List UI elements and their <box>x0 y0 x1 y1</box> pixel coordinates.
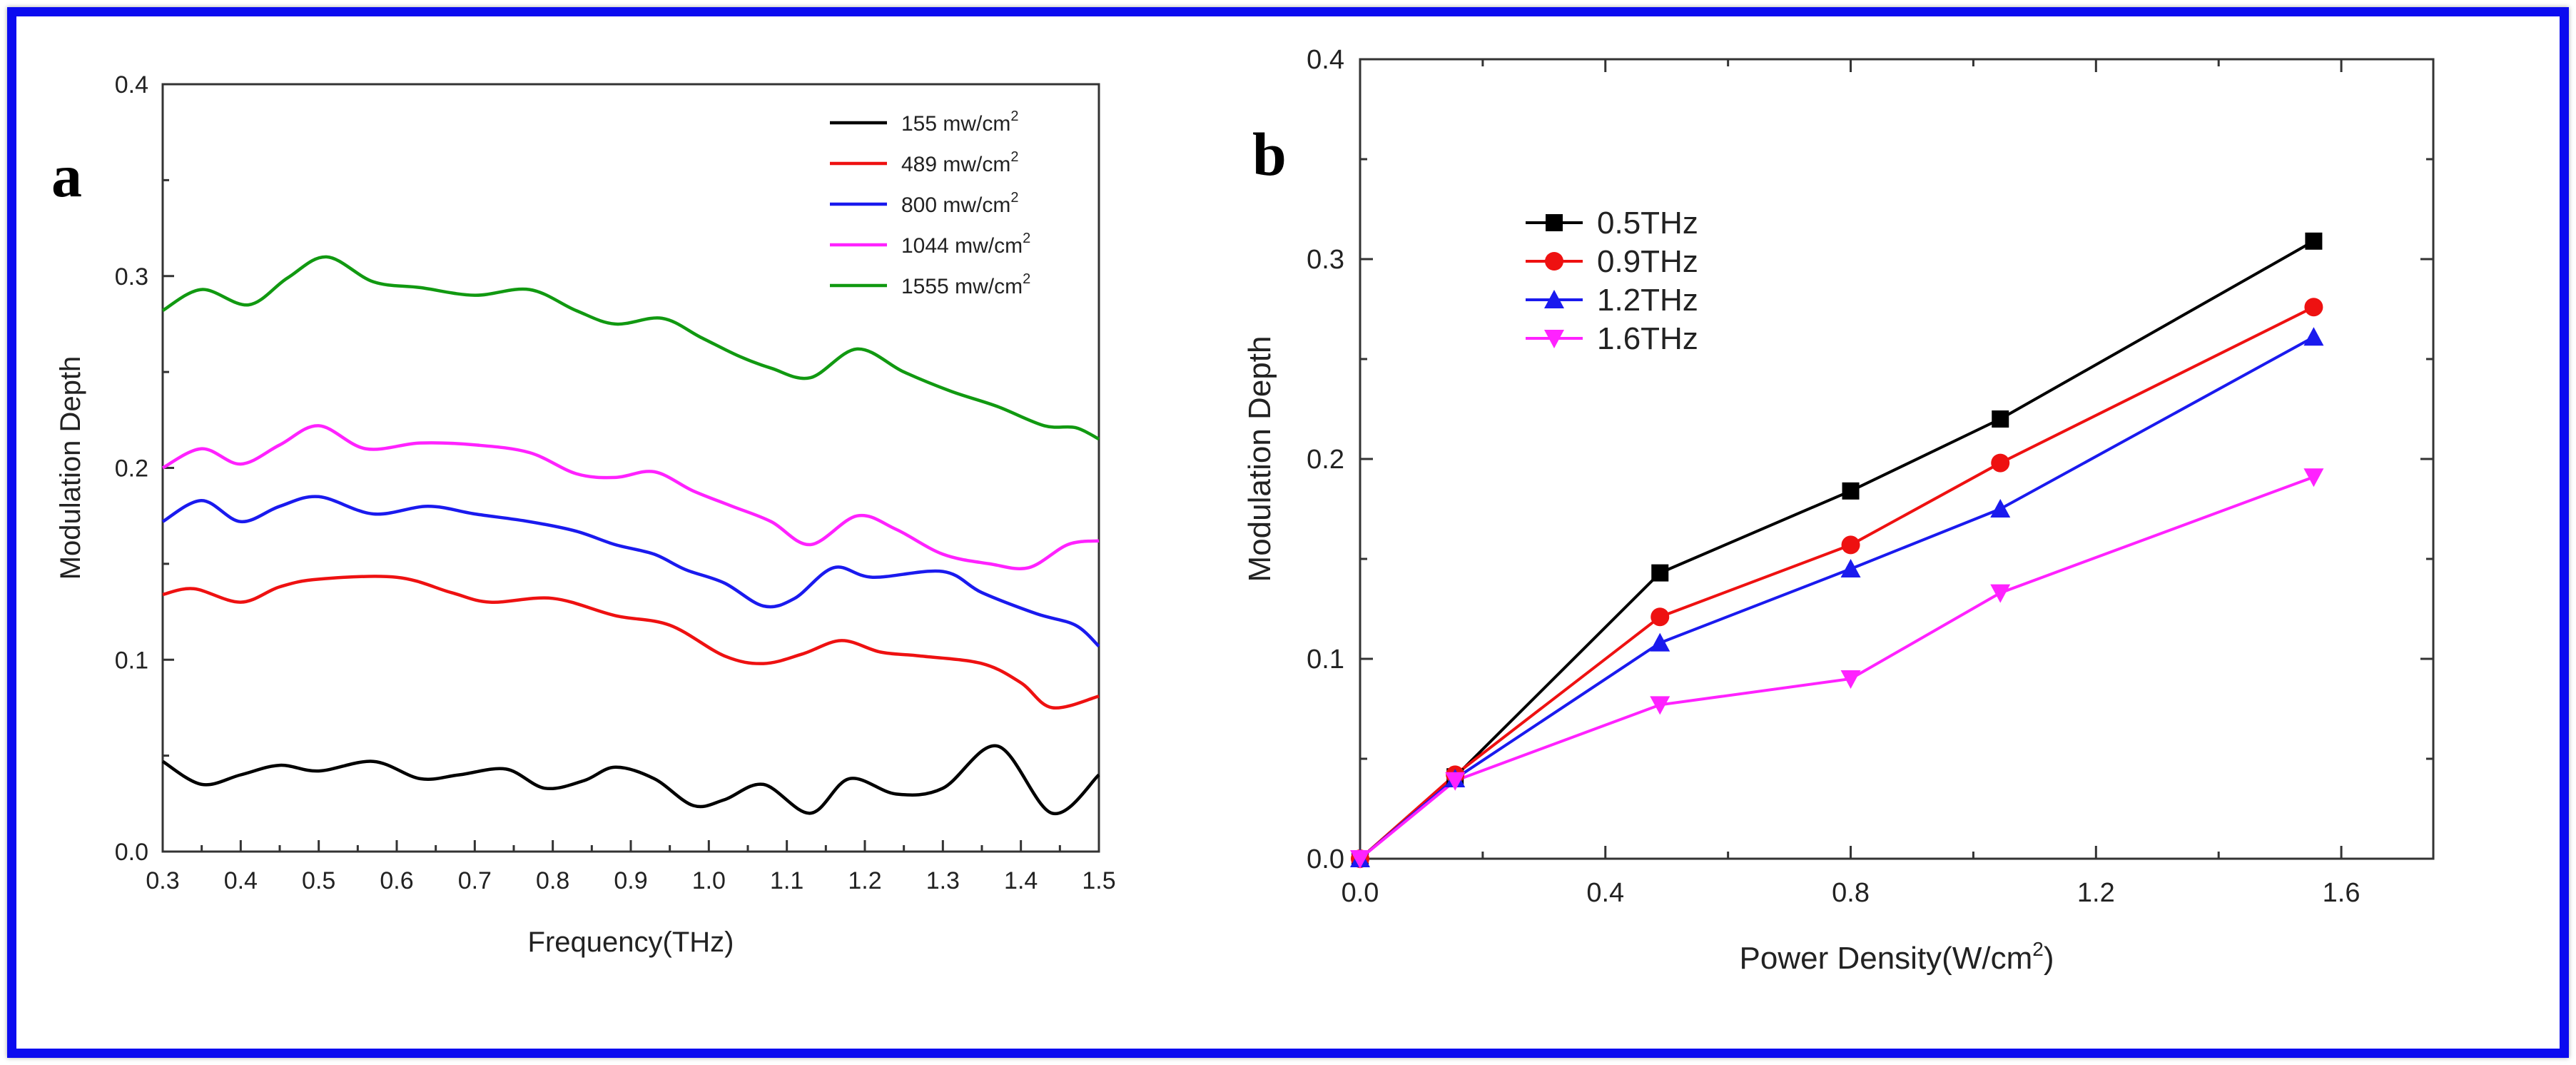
legend-label-800: 800 mw/cm2 <box>901 190 1019 217</box>
x-tick-label: 1.1 <box>770 867 803 894</box>
y-tick-label: 0.4 <box>1307 45 1344 75</box>
x-tick-label: 0.4 <box>1586 878 1624 908</box>
legend-label-155: 155 mw/cm2 <box>901 108 1019 136</box>
y-tick-label: 0.0 <box>1307 844 1344 874</box>
y-tick-label: 0.0 <box>115 839 148 866</box>
x-tick-label: 1.2 <box>848 867 881 894</box>
chart-panel-b: b 0.0 0.4 0.8 1.2 1.6 0.0 0.1 0.2 0.3 0.4 Power De… <box>1242 45 2435 976</box>
data-point-1.6THz <box>1445 772 1466 791</box>
x-tick-label: 0.0 <box>1342 878 1379 908</box>
data-point-0.5THz <box>1992 410 2009 428</box>
x-tick-label: 1.3 <box>926 867 960 894</box>
data-point-0.9THz <box>1650 607 1670 627</box>
x-tick-label: 0.9 <box>614 867 647 894</box>
x-tick-label: 0.5 <box>302 867 335 894</box>
series-line-0.9THz <box>1359 306 2315 860</box>
x-tick-label: 0.7 <box>458 867 492 894</box>
x-axis-label: Power Density(W/cm2) <box>1740 938 2054 976</box>
x-tick-label: 1.0 <box>692 867 726 894</box>
data-point-0.9THz <box>2304 298 2323 317</box>
x-tick-label: 0.6 <box>380 867 413 894</box>
data-point-1.2THz <box>1650 632 1670 652</box>
series-line-1.6THz <box>1359 475 2315 860</box>
data-point-1.2THz <box>1990 499 2011 518</box>
y-tick-label: 0.4 <box>115 71 148 99</box>
plot-area-b <box>1359 58 2435 860</box>
x-tick-label: 0.8 <box>536 867 569 894</box>
y-tick-label: 0.1 <box>115 647 148 674</box>
legend-marker-1.6THz <box>1544 330 1564 348</box>
series-line-489 <box>162 575 1100 710</box>
legend-marker-0.5THz <box>1546 214 1563 231</box>
x-tick-label: 1.4 <box>1004 867 1038 894</box>
legend-label-489: 489 mw/cm2 <box>901 149 1019 176</box>
y-tick-label: 0.1 <box>1307 645 1344 675</box>
x-tick-label: 1.5 <box>1082 867 1115 894</box>
data-point-1.6THz <box>1650 696 1670 715</box>
legend-marker-1.2THz <box>1544 290 1564 308</box>
x-tick-label: 0.8 <box>1832 878 1870 908</box>
legend-label-1.2THz: 1.2THz <box>1597 283 1698 318</box>
panel-label-a: a <box>51 141 82 210</box>
series-line-800 <box>161 495 1100 648</box>
x-tick-label: 0.3 <box>146 867 179 894</box>
x-tick-label: 0.4 <box>224 867 258 894</box>
y-axis-label: Modulation Depth <box>55 356 86 580</box>
data-point-0.5THz <box>2305 232 2323 250</box>
x-tick-label: 1.2 <box>2077 878 2115 908</box>
legend-label-1555: 1555 mw/cm2 <box>901 271 1030 298</box>
y-tick-label: 0.2 <box>1307 445 1344 475</box>
data-point-1.2THz <box>1840 559 1861 577</box>
data-point-0.5THz <box>1842 482 1860 500</box>
legend-label-1044: 1044 mw/cm2 <box>901 231 1030 258</box>
y-axis-label: Modulation Depth <box>1242 336 1277 582</box>
figure-frame <box>7 7 2569 1058</box>
data-point-1.6THz <box>1350 850 1370 869</box>
series-line-155 <box>161 744 1100 815</box>
data-point-1.2THz <box>2303 327 2324 346</box>
data-point-0.5THz <box>1651 564 1669 582</box>
legend-label-0.9THz: 0.9THz <box>1597 244 1698 279</box>
series-line-1.2THz <box>1359 335 2315 860</box>
y-tick-label: 0.2 <box>115 455 148 483</box>
legend-marker-0.9THz <box>1545 252 1563 271</box>
series-line-1044 <box>161 424 1100 570</box>
x-axis-label: Frequency(THz) <box>528 927 734 958</box>
legend-label-1.6THz: 1.6THz <box>1597 321 1698 356</box>
data-point-1.6THz <box>1840 670 1861 689</box>
data-point-1.6THz <box>1990 584 2011 603</box>
data-point-0.9THz <box>1991 453 2010 473</box>
legend-label-0.5THz: 0.5THz <box>1597 206 1698 241</box>
data-point-0.9THz <box>1841 535 1860 555</box>
y-tick-label: 0.3 <box>115 263 148 291</box>
y-tick-label: 0.3 <box>1307 245 1344 275</box>
x-tick-label: 1.6 <box>2323 878 2361 908</box>
data-point-1.6THz <box>2303 468 2324 488</box>
chart-panel-a: a 0.3 0.4 0.5 0.6 0.7 0.8 0.9 1.0 1.1 1.2 1.3 1.4 1.… <box>51 71 1116 958</box>
panel-label-b: b <box>1252 120 1287 188</box>
series-line-1555 <box>161 255 1100 441</box>
